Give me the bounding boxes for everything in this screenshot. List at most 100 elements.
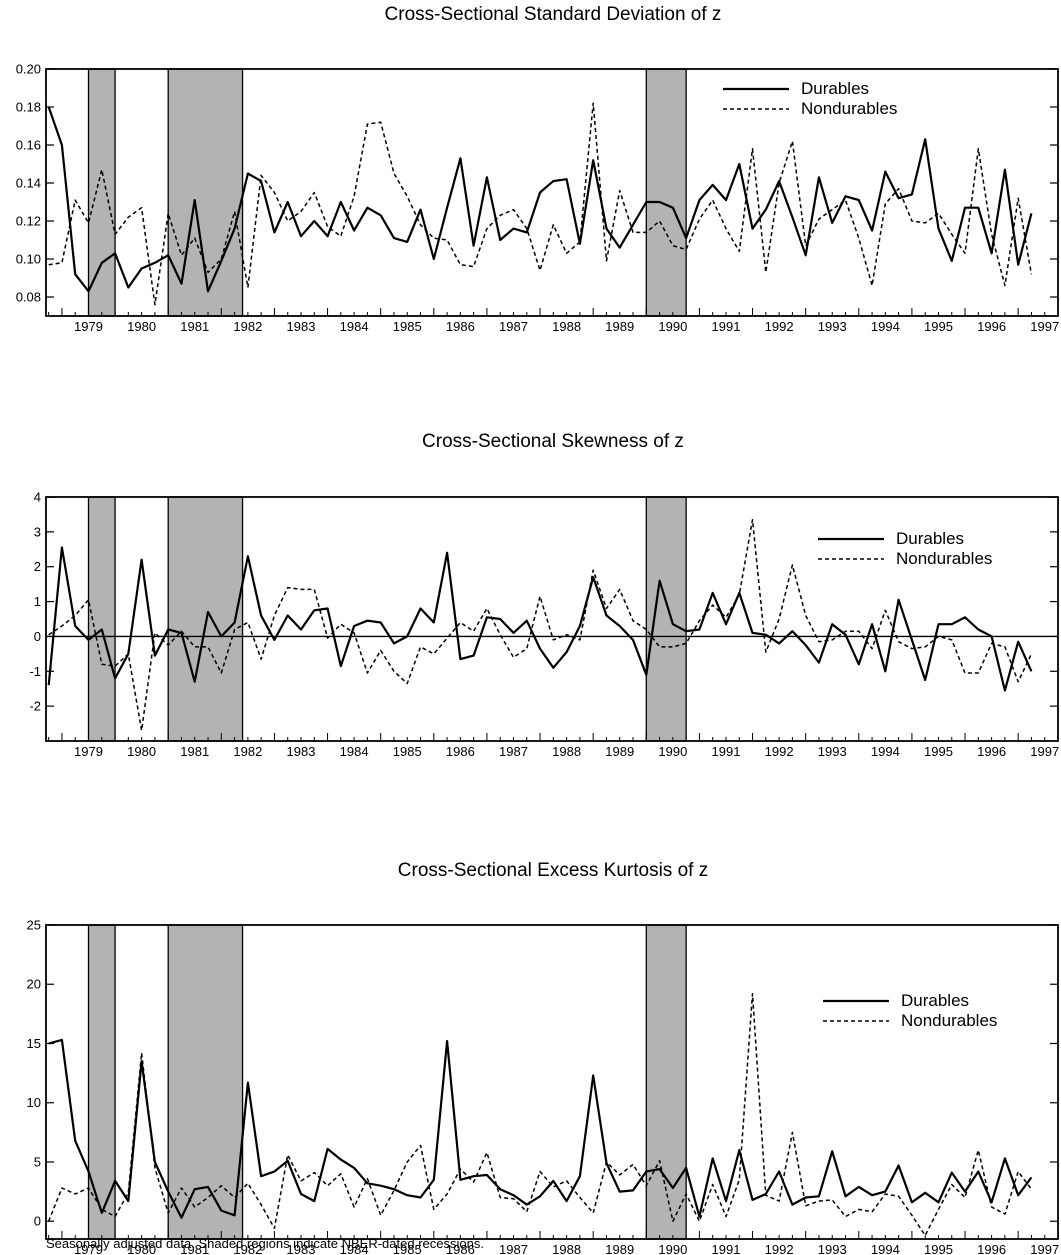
y-tick-label: 0.10 [16, 252, 41, 267]
y-tick-label: 25 [27, 918, 41, 933]
recession-band [645, 496, 687, 742]
x-tick-label: 1993 [818, 1242, 847, 1255]
x-tick-label: 1981 [180, 319, 209, 334]
x-tick-label: 1987 [499, 319, 528, 334]
panel-std-dev: Cross-Sectional Standard Deviation of z 0… [16, 4, 1059, 334]
y-tick-label: 0.12 [16, 214, 41, 229]
x-tick-label: 1989 [605, 744, 634, 759]
x-tick-label: 1995 [924, 1242, 953, 1255]
x-tick-label: 1990 [658, 319, 687, 334]
y-tick-label: -1 [29, 664, 41, 679]
x-tick-label: 1979 [74, 319, 103, 334]
x-tick-label: 1990 [658, 744, 687, 759]
x-tick-label: 1988 [552, 744, 581, 759]
x-tick-label: 1980 [127, 1242, 156, 1255]
y-tick-label: 0 [34, 1214, 41, 1229]
x-tick-label: 1987 [499, 1242, 528, 1255]
x-tick-label: 1997 [1030, 744, 1059, 759]
x-tick-label: 1983 [287, 744, 316, 759]
x-tick-label: 1988 [552, 1242, 581, 1255]
y-tick-label: 2 [34, 559, 41, 574]
x-tick-label: 1980 [127, 744, 156, 759]
x-tick-label: 1985 [393, 319, 422, 334]
x-tick-label: 1979 [74, 1242, 103, 1255]
x-tick-label: 1983 [287, 1242, 316, 1255]
recession-band [645, 924, 687, 1240]
x-tick-label: 1988 [552, 319, 581, 334]
x-tick-label: 1996 [977, 744, 1006, 759]
x-tick-label: 1993 [818, 744, 847, 759]
x-tick-label: 1991 [712, 744, 741, 759]
x-tick-label: 1989 [605, 319, 634, 334]
y-tick-label: 3 [34, 524, 41, 539]
plot-frame [45, 68, 1059, 317]
chart-title: Cross-Sectional Skewness of z [422, 431, 684, 452]
recession-band [87, 68, 116, 317]
x-tick-label: 1991 [712, 1242, 741, 1255]
x-tick-label: 1986 [446, 744, 475, 759]
x-tick-label: 1986 [446, 1242, 475, 1255]
x-tick-label: 1982 [233, 744, 262, 759]
panel-kurtosis: Cross-Sectional Excess Kurtosis of z 0 5 10… [27, 860, 1060, 1255]
y-tick-label: 0.18 [16, 100, 41, 115]
y-tick-label: 0.16 [16, 138, 41, 153]
y-tick-label: 15 [27, 1036, 41, 1051]
x-tick-label: 1981 [180, 1242, 209, 1255]
series-line-durables [48, 1038, 1033, 1219]
x-tick-label: 1985 [393, 1242, 422, 1255]
x-tick-label: 1994 [871, 319, 900, 334]
series-line-nondurables [48, 518, 1033, 732]
x-tick-label: 1984 [340, 1242, 369, 1255]
x-tick-label: 1994 [871, 1242, 900, 1255]
x-tick-label: 1981 [180, 744, 209, 759]
x-tick-label: 1984 [340, 744, 369, 759]
x-tick-label: 1986 [446, 319, 475, 334]
chart-title: Cross-Sectional Standard Deviation of z [385, 4, 722, 25]
y-tick-label: 0.14 [16, 176, 41, 191]
series-line-durables [47, 546, 1033, 692]
legend-label: Durables [901, 991, 969, 1010]
x-tick-label: 1989 [605, 1242, 634, 1255]
x-tick-label: 1982 [233, 1242, 262, 1255]
legend-label: Nondurables [896, 549, 992, 568]
series-line-nondurables [48, 992, 1033, 1237]
x-tick-label: 1994 [871, 744, 900, 759]
legend-label: Durables [801, 79, 869, 98]
x-tick-label: 1990 [658, 1242, 687, 1255]
recession-band [645, 68, 687, 317]
y-tick-label: 4 [34, 490, 41, 505]
legend-label: Durables [896, 529, 964, 548]
x-tick-label: 1996 [977, 1242, 1006, 1255]
x-tick-label: 1983 [287, 319, 316, 334]
x-tick-label: 1995 [924, 319, 953, 334]
plot-frame [45, 496, 1059, 742]
x-tick-label: 1995 [924, 744, 953, 759]
x-tick-label: 1992 [765, 319, 794, 334]
panel-skewness: Cross-Sectional Skewness of z -2 -1 0 1 2 3 4 19… [29, 431, 1059, 759]
recession-band [167, 924, 244, 1240]
x-tick-label: 1992 [765, 744, 794, 759]
x-tick-label: 1997 [1030, 1242, 1059, 1255]
recession-band [167, 496, 244, 742]
x-tick-label: 1984 [340, 319, 369, 334]
x-tick-label: 1979 [74, 744, 103, 759]
y-tick-label: 0.20 [16, 62, 41, 77]
x-tick-label: 1991 [712, 319, 741, 334]
legend-label: Nondurables [901, 1011, 997, 1030]
x-tick-label: 1987 [499, 744, 528, 759]
legend-label: Nondurables [801, 99, 897, 118]
y-tick-label: 1 [34, 594, 41, 609]
x-tick-label: 1996 [977, 319, 1006, 334]
y-tick-label: 5 [34, 1154, 41, 1169]
y-tick-label: 0 [34, 629, 41, 644]
series-line-nondurables [48, 102, 1033, 306]
series-line-durables [47, 106, 1033, 293]
y-tick-label: -2 [29, 699, 41, 714]
x-tick-label: 1992 [765, 1242, 794, 1255]
plot-frame [45, 924, 1059, 1240]
x-tick-label: 1980 [127, 319, 156, 334]
y-tick-label: 0.08 [16, 290, 41, 305]
y-tick-label: 10 [27, 1095, 41, 1110]
x-tick-label: 1982 [233, 319, 262, 334]
